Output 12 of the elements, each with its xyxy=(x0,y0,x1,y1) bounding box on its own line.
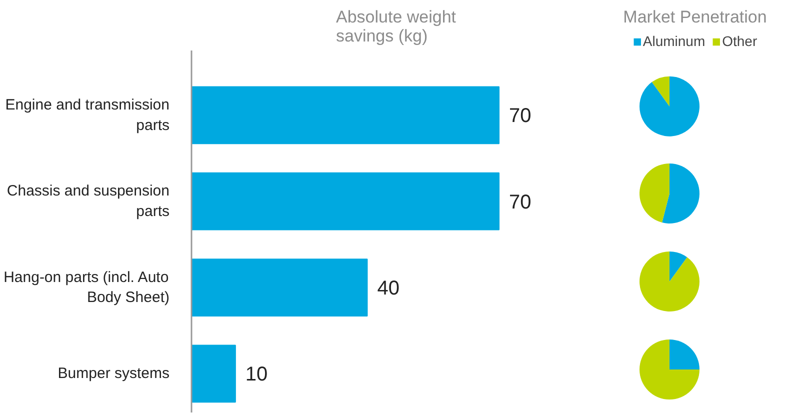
y-tick-label: Bumper systems xyxy=(58,365,170,382)
legend-label: Aluminum xyxy=(642,33,706,49)
y-tick-label: Engine and transmission parts xyxy=(5,96,170,134)
y-tick-label: Chassis and suspension parts xyxy=(6,182,170,220)
legend-label: Other xyxy=(722,33,758,49)
data-label: 70 xyxy=(509,105,532,128)
chart-title: Market Penetration xyxy=(623,8,767,26)
y-tick-label: Hang-on parts (incl. Auto Body Sheet) xyxy=(4,268,170,306)
data-label: 10 xyxy=(245,364,268,386)
chart-title: Absolute weight savings (kg) xyxy=(336,8,456,46)
data-label: 70 xyxy=(509,191,532,214)
data-label: 40 xyxy=(377,278,400,300)
